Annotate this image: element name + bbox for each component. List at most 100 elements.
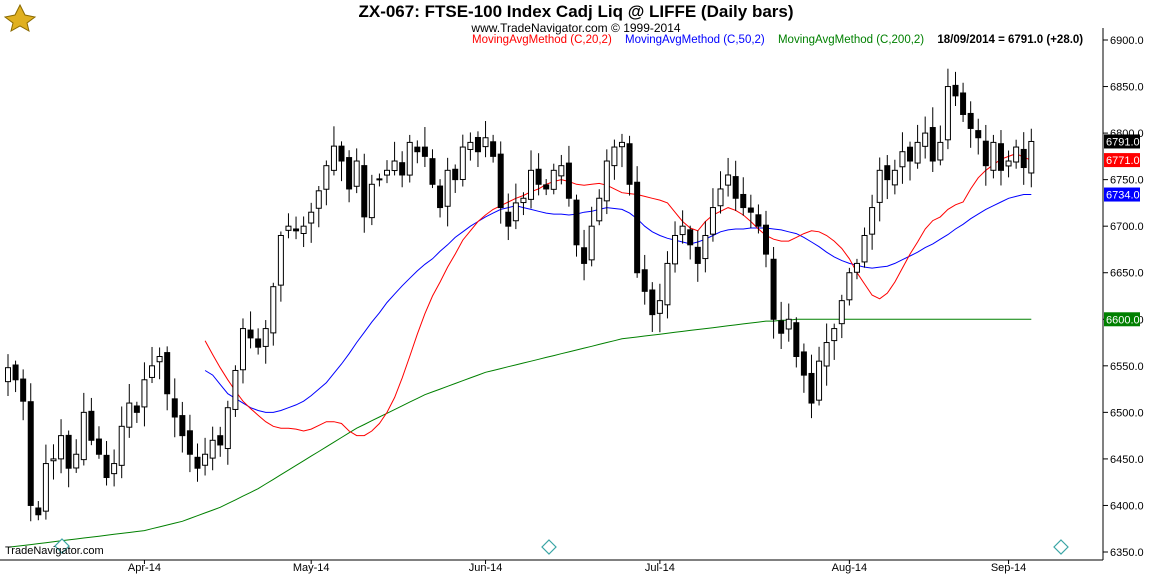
candle — [202, 437, 209, 476]
candle-body — [982, 140, 989, 167]
candle — [239, 318, 246, 384]
candle-body — [239, 328, 246, 371]
candle-body — [27, 401, 34, 506]
candle-body — [990, 141, 997, 171]
candle-body — [399, 162, 406, 176]
candle-body — [232, 369, 239, 410]
candle-body — [694, 246, 701, 264]
candle — [141, 362, 148, 427]
candle — [73, 439, 80, 473]
candle-body — [444, 169, 451, 207]
x-tick-label: Jul-14 — [645, 562, 675, 574]
candle-body — [346, 157, 353, 190]
candle — [361, 153, 368, 233]
candle-body — [171, 398, 178, 418]
candle-body — [1028, 140, 1035, 174]
event-marker-icon[interactable] — [1053, 539, 1069, 555]
candle-body — [361, 165, 368, 218]
candle-body — [876, 169, 883, 203]
candle-body — [103, 454, 110, 479]
y-tick-label: 6500.0 — [1110, 407, 1144, 419]
candle-body — [429, 158, 436, 185]
candle — [406, 134, 413, 183]
candle — [391, 141, 398, 176]
candle — [596, 189, 603, 226]
candle — [1013, 139, 1020, 169]
candle-body — [118, 425, 125, 466]
candle — [270, 282, 277, 346]
candle-body — [384, 169, 390, 176]
footer-brand[interactable]: TradeNavigator.com — [5, 545, 104, 557]
candle-body — [709, 207, 716, 235]
candle-body — [209, 439, 216, 459]
candle-body — [505, 211, 512, 227]
candle — [838, 294, 845, 339]
candle — [149, 346, 156, 384]
candle — [565, 145, 572, 207]
candle — [687, 225, 694, 260]
candle-body — [353, 160, 360, 187]
candle — [232, 365, 239, 417]
y-tick-label: 6750.0 — [1110, 175, 1144, 187]
candle-body — [338, 145, 345, 162]
candle-body — [1013, 146, 1020, 163]
candle-body — [270, 286, 277, 334]
candle-body — [884, 165, 891, 181]
candle-body — [581, 247, 588, 264]
candle-body — [95, 438, 102, 455]
candle — [861, 227, 868, 268]
candle-body — [869, 207, 876, 235]
candle-body — [899, 151, 906, 168]
candle-body — [315, 190, 322, 209]
candle-body — [816, 360, 823, 401]
candle-body — [194, 456, 201, 469]
candle — [376, 173, 383, 187]
candle-body — [512, 202, 519, 222]
candle-body — [497, 153, 504, 209]
candle — [520, 192, 527, 216]
candle-body — [808, 372, 815, 404]
candle — [80, 392, 87, 466]
candle — [459, 134, 466, 187]
candle-body — [649, 289, 656, 316]
candle-body — [202, 453, 209, 466]
candle-body — [73, 453, 80, 469]
legend: MovingAvgMethod (C,20,2) MovingAvgMethod… — [472, 34, 1093, 46]
candle-body — [907, 146, 914, 162]
candle-body — [285, 225, 292, 231]
candle — [778, 301, 785, 349]
price-tag-bg — [1104, 312, 1140, 327]
candle-body — [755, 214, 762, 227]
event-marker-icon[interactable] — [54, 538, 70, 554]
candle-body — [452, 168, 459, 181]
ma20-line — [204, 153, 1032, 437]
candle — [323, 160, 330, 206]
candle — [709, 188, 716, 242]
candle — [550, 163, 557, 195]
candle — [293, 216, 300, 240]
candle-body — [603, 160, 610, 202]
candle-body — [641, 269, 648, 292]
price-tag-label: 6734.0 — [1106, 190, 1140, 202]
candle-body — [732, 176, 739, 199]
candle — [611, 139, 618, 180]
ma200-line — [7, 318, 1032, 548]
x-tick-label: Sep-14 — [991, 562, 1026, 574]
candle — [186, 414, 193, 473]
candle — [694, 230, 701, 282]
candle — [315, 185, 322, 228]
candle — [512, 183, 519, 230]
candle-body — [717, 188, 724, 207]
event-marker-icon[interactable] — [541, 539, 557, 555]
candle — [732, 160, 739, 211]
candle-body — [664, 262, 671, 306]
candle-body — [550, 169, 557, 190]
candle — [1005, 150, 1012, 178]
candle-body — [179, 415, 186, 437]
candle-body — [634, 181, 641, 274]
candle — [194, 443, 201, 482]
candle-body — [679, 225, 686, 236]
candle — [846, 267, 853, 306]
ma50-path — [204, 194, 1032, 413]
